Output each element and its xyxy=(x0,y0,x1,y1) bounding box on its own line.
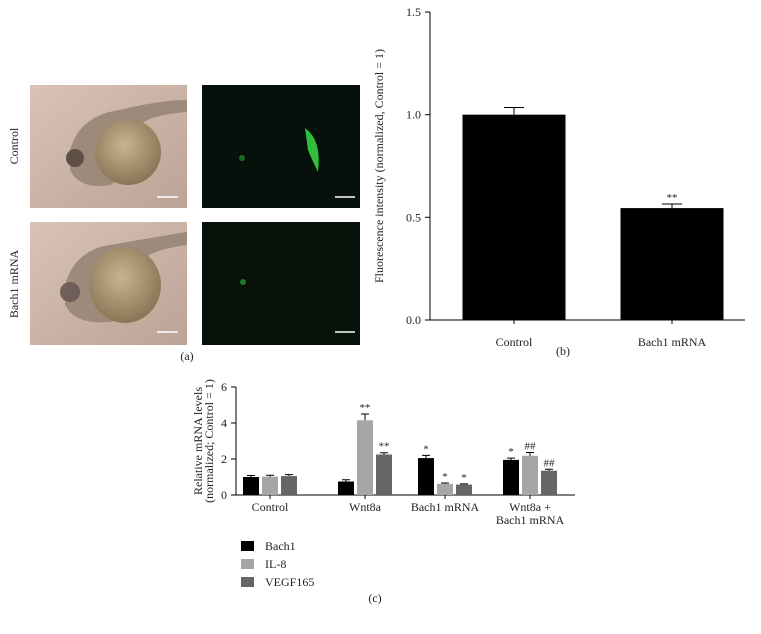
significance-mark: ## xyxy=(544,457,556,469)
bar xyxy=(462,114,566,321)
panel-caption: (b) xyxy=(556,344,570,358)
yolk xyxy=(95,119,161,185)
legend-label: IL-8 xyxy=(265,557,286,571)
error-bar xyxy=(526,452,534,456)
x-tick-label: Bach1 mRNA xyxy=(637,336,707,349)
x-tick-label: Wnt8a xyxy=(349,501,381,514)
significance-mark: ## xyxy=(525,441,537,453)
legend-swatch xyxy=(241,541,254,551)
x-tick-label: Bach1 mRNA xyxy=(410,501,480,514)
y-tick-label: 6 xyxy=(221,380,227,394)
significance-mark: ** xyxy=(667,192,678,204)
y-tick-label: 1.5 xyxy=(406,5,421,19)
error-bar xyxy=(662,203,682,209)
significance-mark: * xyxy=(461,472,467,484)
significance-mark: * xyxy=(508,446,514,458)
panel-caption: (c) xyxy=(368,591,381,605)
error-bar xyxy=(247,475,255,477)
x-tick-label-box: Bach1 mRNA xyxy=(637,336,707,349)
legend-swatch xyxy=(241,559,254,569)
y-tick-label: 2 xyxy=(221,452,227,466)
gfp-signal xyxy=(305,128,319,172)
error-bar xyxy=(422,454,430,459)
x-tick-label-box: Control xyxy=(251,501,289,514)
legend-label: Bach1 xyxy=(265,539,296,553)
bar xyxy=(541,470,557,495)
x-tick-label-box: Bach1 mRNA xyxy=(410,501,480,514)
x-tick-label-box: Wnt8a + Bach1 mRNA xyxy=(495,501,565,527)
eye xyxy=(60,282,80,302)
significance-mark: * xyxy=(442,471,448,483)
error-bar xyxy=(361,413,369,421)
x-tick-label: Control xyxy=(495,336,533,349)
error-bar xyxy=(285,474,293,477)
error-bar xyxy=(342,479,350,482)
y-tick-label: 0.5 xyxy=(406,210,421,224)
y-tick-label: 0.0 xyxy=(406,313,421,327)
y-tick-label: 0 xyxy=(221,488,227,502)
legend-swatch xyxy=(241,577,254,587)
legend-label: VEGF165 xyxy=(265,575,314,589)
significance-mark: ** xyxy=(379,441,390,453)
photo-panel: Control Bach1 mRNA (a) xyxy=(7,85,360,363)
error-bar xyxy=(504,106,524,115)
bar xyxy=(281,476,297,495)
significance-mark: ** xyxy=(360,402,371,414)
y-axis-label: Fluorescence intensity (normalized, Cont… xyxy=(372,49,386,283)
bar xyxy=(456,484,472,495)
y-axis-label: (normalized; Control = 1) xyxy=(202,379,216,503)
yolk xyxy=(89,247,161,323)
y-tick-label: 1.0 xyxy=(406,108,421,122)
error-bar xyxy=(441,482,449,484)
error-bar xyxy=(507,457,515,460)
x-tick-label-box: Control xyxy=(495,336,533,349)
error-bar xyxy=(545,468,553,471)
bar xyxy=(376,454,392,495)
bar xyxy=(620,208,724,320)
eye xyxy=(66,149,84,167)
bar xyxy=(418,458,434,495)
fluorescence-photo xyxy=(202,222,360,345)
bar xyxy=(262,476,278,495)
row-label: Bach1 mRNA xyxy=(7,250,21,319)
x-tick-label: Control xyxy=(251,501,289,514)
error-bar xyxy=(380,452,388,455)
bar xyxy=(243,477,259,495)
error-bar xyxy=(266,474,274,477)
gfp-signal xyxy=(240,279,246,285)
fluorescence-photo xyxy=(202,85,360,208)
y-tick-label: 4 xyxy=(221,416,227,430)
bar xyxy=(338,481,354,495)
bar xyxy=(503,459,519,495)
error-bar xyxy=(460,483,468,485)
bar xyxy=(357,420,373,495)
gfp-signal xyxy=(239,155,245,161)
panel-caption: (a) xyxy=(180,349,193,363)
row-label: Control xyxy=(7,127,21,164)
x-tick-label-box: Wnt8a xyxy=(349,501,381,514)
y-axis-label: Relative mRNA levels xyxy=(191,387,205,495)
significance-mark: * xyxy=(423,443,429,455)
x-tick-label: Wnt8a + Bach1 mRNA xyxy=(495,501,565,527)
bar xyxy=(522,455,538,495)
bar xyxy=(437,483,453,495)
